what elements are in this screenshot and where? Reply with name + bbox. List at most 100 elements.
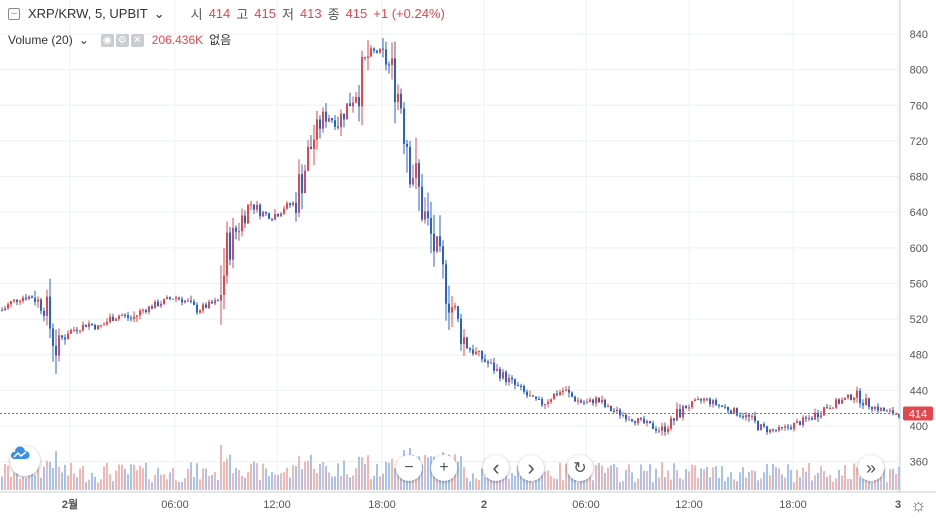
volume-bar — [295, 466, 297, 490]
candle-body — [361, 57, 363, 107]
candle-body — [223, 275, 225, 295]
scroll-right-button[interactable]: › — [518, 455, 544, 481]
gear-icon[interactable]: ☼ — [910, 495, 927, 515]
candle-body — [268, 213, 270, 219]
candle-body — [379, 48, 381, 53]
volume-bar — [775, 467, 777, 490]
change-value: +1 (+0.24%) — [373, 6, 445, 21]
volume-bar — [694, 465, 696, 490]
candle-body — [448, 303, 450, 313]
candle-body — [313, 139, 315, 149]
candle-body — [778, 427, 780, 431]
volume-bar — [514, 475, 516, 490]
volume-bar — [802, 467, 804, 490]
volume-bar — [355, 467, 357, 490]
candle-body — [403, 108, 405, 144]
volume-bar — [520, 472, 522, 490]
volume-bar — [211, 474, 213, 490]
volume-legend: Volume (20) ⌄ ◉ ⚙ ✕ 206.436K 없음 — [8, 31, 231, 48]
volume-bar — [145, 462, 147, 490]
candle-body — [742, 416, 744, 418]
volume-bar — [268, 476, 270, 490]
candle-body — [565, 389, 567, 391]
candle-body — [10, 301, 12, 305]
volume-bar — [397, 467, 399, 490]
volume-bar — [31, 464, 33, 490]
candle-body — [82, 324, 84, 331]
zoom-out-button[interactable]: − — [396, 455, 422, 481]
volume-bar — [652, 482, 654, 490]
volume-bar — [358, 456, 360, 490]
candle-body — [382, 48, 384, 50]
candle-body — [256, 204, 258, 210]
zoom-in-button[interactable]: + — [431, 455, 457, 481]
candle-body — [760, 424, 762, 431]
candle-body — [868, 398, 870, 407]
go-latest-button[interactable]: » — [858, 455, 884, 481]
candle-body — [235, 227, 237, 232]
candle-body — [541, 399, 543, 406]
candle-body — [430, 217, 432, 234]
candle-body — [748, 414, 750, 417]
candle-body — [286, 203, 288, 209]
volume-bar — [235, 468, 237, 490]
volume-bar — [220, 444, 222, 490]
volume-bar — [94, 476, 96, 490]
volume-bar — [463, 467, 465, 490]
volume-bar — [736, 481, 738, 490]
close-icon[interactable]: ✕ — [130, 34, 144, 47]
candle-body — [112, 316, 114, 321]
volume-bar — [622, 481, 624, 490]
candle-body — [97, 325, 99, 330]
candle-body — [439, 236, 441, 247]
volume-bar — [46, 460, 48, 490]
candle-body — [850, 394, 852, 400]
symbol-title[interactable]: XRP/KRW, 5, UPBIT — [28, 6, 148, 21]
candle-body — [415, 163, 417, 179]
chevron-down-icon[interactable]: ⌄ — [78, 32, 89, 47]
low-value: 413 — [299, 6, 322, 21]
collapse-icon[interactable]: – — [8, 7, 20, 20]
high-label: 고 — [236, 7, 249, 22]
candle-body — [55, 345, 57, 356]
volume-bar — [781, 474, 783, 490]
volume-bar — [613, 463, 615, 490]
volume-bar — [376, 464, 378, 490]
open-label: 시 — [190, 7, 203, 22]
candle-body — [316, 119, 318, 140]
candle-body — [673, 418, 675, 421]
candle-body — [553, 393, 555, 400]
scroll-left-button[interactable]: ‹ — [483, 455, 509, 481]
volume-bar — [895, 473, 897, 490]
candle-body — [751, 415, 753, 417]
candle-body — [67, 333, 69, 340]
volume-bar — [274, 474, 276, 490]
candle-body — [481, 350, 483, 360]
candle-body — [70, 330, 72, 334]
volume-title[interactable]: Volume (20) — [8, 32, 73, 47]
volume-bar — [277, 474, 279, 490]
candle-body — [124, 314, 126, 316]
candle-body — [103, 324, 105, 326]
volume-bar — [103, 466, 105, 490]
time-tick-label: 18:00 — [368, 499, 396, 511]
price-tick-label: 440 — [910, 385, 928, 397]
reset-button[interactable]: ↻ — [567, 455, 593, 481]
candle-body — [139, 310, 141, 316]
eye-icon[interactable]: ◉ — [100, 34, 114, 47]
candle-body — [118, 315, 120, 319]
candle-body — [670, 418, 672, 429]
high-value: 415 — [254, 6, 276, 21]
gear-icon[interactable]: ⚙ — [115, 34, 129, 47]
volume-bar — [679, 478, 681, 490]
cloud-icon[interactable] — [10, 446, 40, 476]
candle-body — [247, 204, 249, 224]
volume-bar — [664, 477, 666, 490]
candle-body — [559, 392, 561, 395]
volume-bar — [157, 467, 159, 490]
chevron-down-icon[interactable]: ⌄ — [153, 5, 165, 21]
time-tick-label: 2 — [481, 499, 487, 511]
volume-bar — [565, 463, 567, 490]
